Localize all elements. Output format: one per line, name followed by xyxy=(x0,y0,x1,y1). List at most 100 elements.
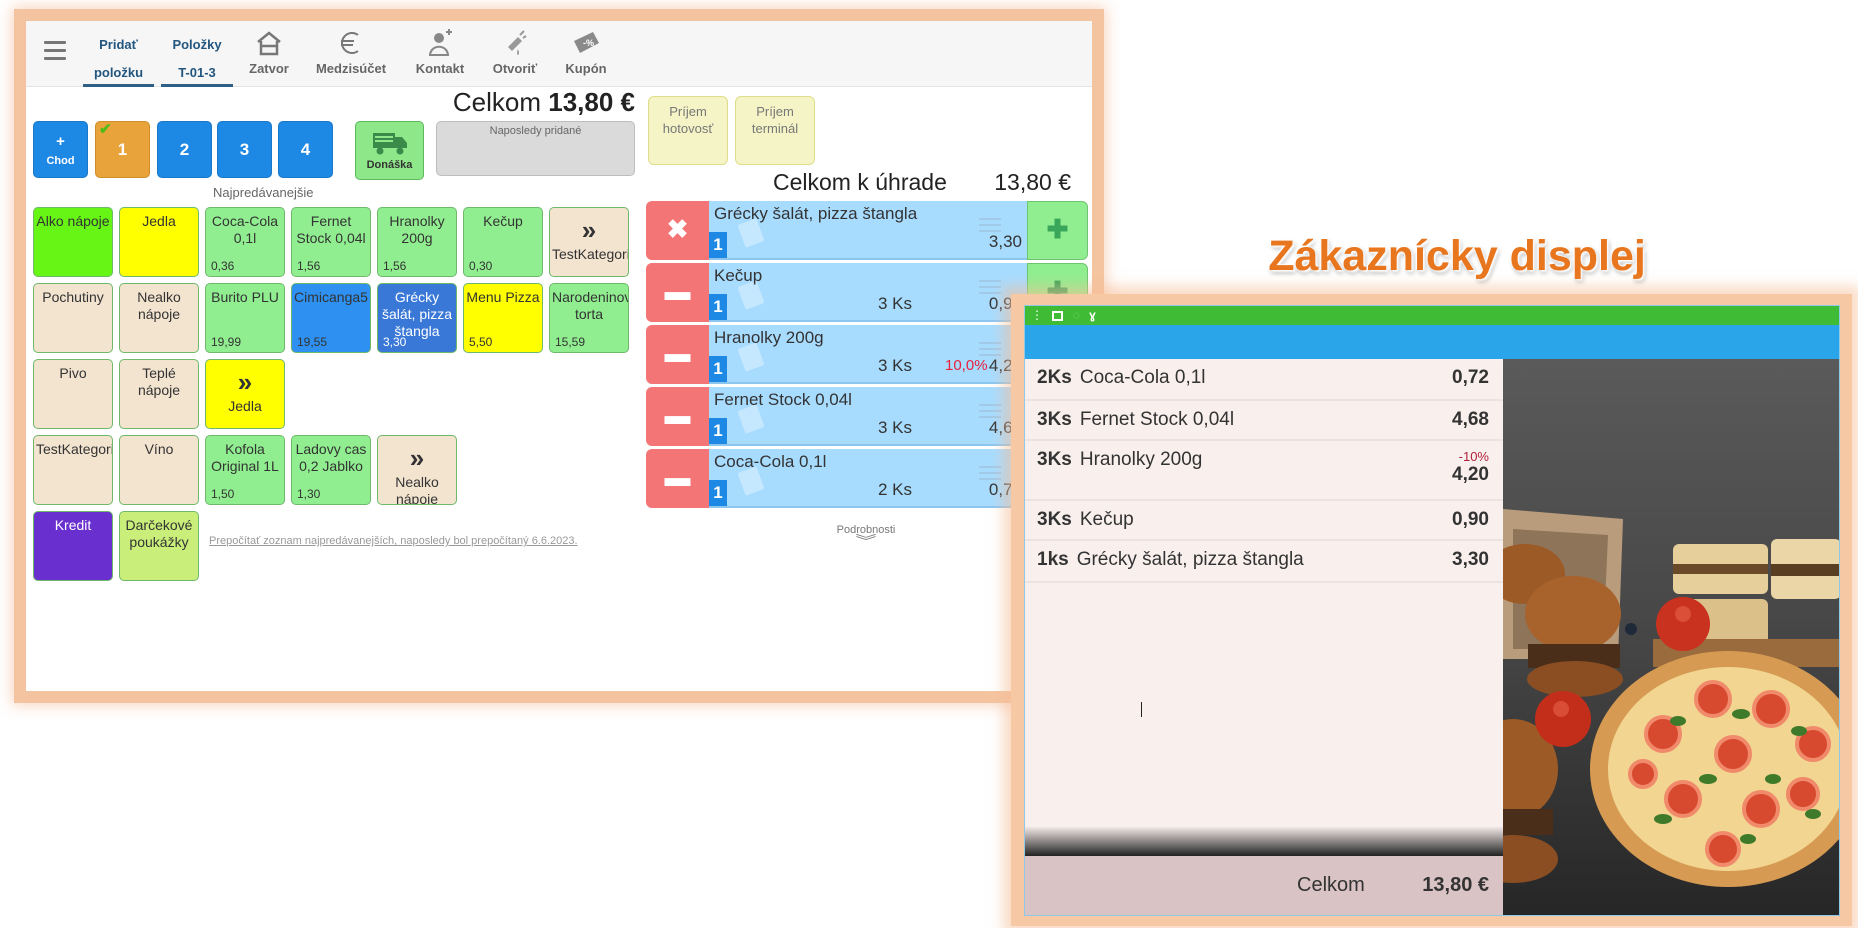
category-more-tile[interactable]: » Jedla xyxy=(205,359,285,429)
order-item[interactable]: Grécky šalát, pizza štangla 1 3,30 xyxy=(709,201,1027,260)
course-1-button[interactable]: ✔ 1 xyxy=(95,121,150,178)
remove-item-button[interactable]: ✖ xyxy=(646,201,709,260)
tile-price: 1,56 xyxy=(297,259,321,273)
drag-handle-icon[interactable] xyxy=(979,404,1001,422)
payment-label: hotovosť xyxy=(662,121,714,136)
tab-label: Pridať xyxy=(99,37,138,52)
customer-list-item: 3Ks Kečup 0,90 xyxy=(1025,501,1503,541)
tab-items[interactable]: Položky T-01-3 xyxy=(161,31,233,87)
payment-label: Príjem xyxy=(756,104,794,119)
order-item[interactable]: Fernet Stock 0,04l 1 3 Ks 4,68 xyxy=(709,387,1027,446)
checkmark-icon: ✔ xyxy=(99,121,112,138)
tool-label: Kupón xyxy=(565,61,607,76)
drag-handle-icon[interactable] xyxy=(979,466,1001,484)
contact-button[interactable]: Kontakt xyxy=(403,29,477,76)
house-icon xyxy=(257,31,281,56)
order-item-name: Hranolky 200g xyxy=(714,328,824,347)
decrease-qty-button[interactable]: ▬ xyxy=(646,449,709,508)
order-item[interactable]: Hranolky 200g 1 3 Ks 10,0% 4,20 xyxy=(709,325,1027,384)
product-tile[interactable]: Fernet Stock 0,04l 1,56 xyxy=(291,207,371,277)
category-more-tile[interactable]: »TestKategoria xyxy=(549,207,629,277)
product-tile[interactable]: Kofola Original 1L 1,50 xyxy=(205,435,285,505)
product-tile[interactable]: Narodeninová torta 15,59 xyxy=(549,283,629,353)
tile-row: Pochutiny Nealko nápoje Burito PLU 19,99 Cim… xyxy=(33,283,629,353)
product-tile[interactable]: Grécky šalát, pizza štangla 3,30 xyxy=(377,283,457,353)
course-3-button[interactable]: 3 xyxy=(217,121,272,178)
course-badge: 1 xyxy=(709,294,727,320)
tile-price: 1,30 xyxy=(297,487,321,501)
order-item[interactable]: Coca-Cola 0,1l 1 2 Ks 0,72 xyxy=(709,449,1027,508)
product-tile[interactable]: Teplé nápoje xyxy=(119,359,199,429)
chevron-right-double-icon: » xyxy=(409,443,425,473)
tab-add-item[interactable]: Pridať položku xyxy=(83,31,154,87)
order-item[interactable]: Kečup 1 3 Ks 0,90 xyxy=(709,263,1027,322)
item-qty: 2Ks xyxy=(1037,367,1072,388)
customer-display: ⋮ ◌ ɣ 2Ks Coca-Cola 0,1l 0,72 3Ks Fernet … xyxy=(1024,305,1840,916)
tile-label: Narodeninová torta xyxy=(552,289,628,322)
decrease-qty-button[interactable]: ▬ xyxy=(646,325,709,384)
tile-label: Grécky šalát, pizza štangla xyxy=(381,289,453,339)
product-tile[interactable]: Cimicanga5 19,55 xyxy=(291,283,371,353)
recalculate-link[interactable]: Prepočítať zoznam najpredávanejších, nap… xyxy=(209,535,578,547)
tile-label: Nealko nápoje xyxy=(395,474,439,505)
course-4-button[interactable]: 4 xyxy=(278,121,333,178)
product-tile[interactable]: Nealko nápoje xyxy=(119,283,199,353)
tile-price: 19,99 xyxy=(211,335,242,349)
product-tile[interactable]: Coca-Cola 0,1l 0,36 xyxy=(205,207,285,277)
product-tile[interactable]: Víno xyxy=(119,435,199,505)
course-number: 2 xyxy=(179,140,190,159)
tile-price: 19,55 xyxy=(297,335,328,349)
customer-total-bar: Celkom 13,80 € xyxy=(1025,856,1503,915)
order-item-name: Grécky šalát, pizza štangla xyxy=(714,204,918,223)
item-price: 4,68 xyxy=(1452,409,1489,430)
product-tile[interactable]: Ladovy cas 0,2 Jablko 1,30 xyxy=(291,435,371,505)
tab-label: položku xyxy=(93,65,144,80)
product-tile[interactable]: Darčekové poukážky xyxy=(119,511,199,581)
tile-price: 1,56 xyxy=(383,259,407,273)
item-price: 0,72 xyxy=(1452,367,1489,388)
details-label: Podrobnosti xyxy=(836,524,896,536)
drag-handle-icon[interactable] xyxy=(979,342,1001,360)
decrease-qty-button[interactable]: ▬ xyxy=(646,387,709,446)
product-tile[interactable]: TestKategoria xyxy=(33,435,113,505)
hamburger-menu-icon[interactable] xyxy=(44,41,66,60)
product-tile[interactable]: Pochutiny xyxy=(33,283,113,353)
open-button[interactable]: Otvoriť xyxy=(478,29,552,76)
order-item-qty: 3 Ks xyxy=(878,356,913,375)
customer-item-list: 2Ks Coca-Cola 0,1l 0,72 3Ks Fernet Stock … xyxy=(1025,359,1503,583)
decrease-qty-button[interactable]: ▬ xyxy=(646,263,709,322)
tool-label: Medzisúčet xyxy=(315,61,387,76)
add-course-button[interactable]: + Chod xyxy=(33,121,88,178)
order-total: Celkom 13,80 € xyxy=(453,87,635,118)
tile-label: Pochutiny xyxy=(42,289,104,305)
cash-payment-button[interactable]: Príjem hotovosť xyxy=(648,96,728,165)
product-tile[interactable]: Alko nápoje xyxy=(33,207,113,277)
drag-handle-icon[interactable] xyxy=(979,280,1001,298)
product-tile[interactable]: Hranolky 200g 1,56 xyxy=(377,207,457,277)
header-bar xyxy=(1025,325,1839,359)
course-2-button[interactable]: 2 xyxy=(157,121,212,178)
last-added-panel[interactable]: Naposledy pridané xyxy=(436,121,635,176)
close-button[interactable]: Zatvor xyxy=(232,29,306,76)
terminal-payment-button[interactable]: Príjem terminál xyxy=(735,96,815,165)
details-button[interactable]: Podrobnosti ︾ xyxy=(816,524,916,548)
product-tile[interactable]: Jedla xyxy=(119,207,199,277)
product-tile[interactable]: Kredit xyxy=(33,511,113,581)
item-qty: 3Ks xyxy=(1037,509,1072,530)
status-bar: ⋮ ◌ ɣ xyxy=(1025,306,1839,325)
add-course-label: Chod xyxy=(46,155,75,167)
item-price-cell: 3,30 xyxy=(1452,549,1489,581)
delivery-button[interactable]: Donáška xyxy=(355,121,424,180)
item-qty: 3Ks xyxy=(1037,409,1072,430)
category-more-tile[interactable]: » Nealko nápoje xyxy=(377,435,457,505)
drag-handle-icon[interactable] xyxy=(979,218,1001,236)
coupon-button[interactable]: -% Kupón xyxy=(549,29,623,76)
product-tile[interactable]: Burito PLU 19,99 xyxy=(205,283,285,353)
item-name: Hranolky 200g xyxy=(1079,449,1203,470)
item-price-cell: 4,68 xyxy=(1452,409,1489,439)
product-tile[interactable]: Pivo xyxy=(33,359,113,429)
subtotal-button[interactable]: Medzisúčet xyxy=(314,29,388,76)
product-tile[interactable]: Kečup 0,30 xyxy=(463,207,543,277)
increase-qty-button[interactable]: ✚ xyxy=(1027,201,1088,260)
product-tile[interactable]: Menu Pizza 5,50 xyxy=(463,283,543,353)
